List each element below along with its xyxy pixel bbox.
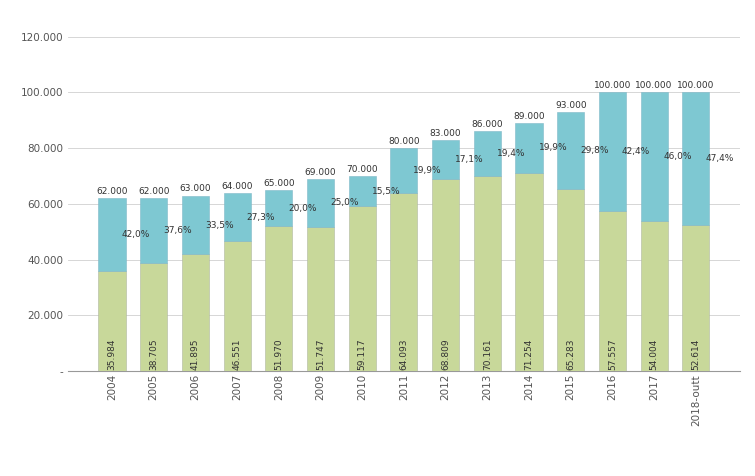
Bar bbox=[98, 271, 125, 371]
Text: 65.283: 65.283 bbox=[566, 338, 575, 370]
Text: 46.551: 46.551 bbox=[233, 338, 242, 370]
Text: 86.000: 86.000 bbox=[472, 120, 503, 129]
Text: 37,6%: 37,6% bbox=[163, 227, 192, 235]
Text: 19,4%: 19,4% bbox=[497, 149, 525, 158]
Text: 51.970: 51.970 bbox=[274, 338, 283, 370]
Text: 47,4%: 47,4% bbox=[705, 154, 734, 163]
Text: 35.984: 35.984 bbox=[107, 338, 116, 370]
Text: 15,5%: 15,5% bbox=[371, 187, 400, 196]
Bar bbox=[599, 92, 626, 211]
Text: 89.000: 89.000 bbox=[513, 112, 545, 121]
Text: 51.747: 51.747 bbox=[316, 338, 325, 370]
Bar bbox=[432, 179, 459, 371]
Text: 52.614: 52.614 bbox=[692, 338, 701, 370]
Bar bbox=[140, 198, 168, 263]
Bar bbox=[182, 255, 209, 371]
Text: 19,9%: 19,9% bbox=[414, 166, 442, 175]
Text: 19,9%: 19,9% bbox=[538, 143, 567, 152]
Text: 83.000: 83.000 bbox=[430, 129, 461, 138]
Text: 64.093: 64.093 bbox=[399, 338, 408, 370]
Text: 42,0%: 42,0% bbox=[122, 230, 150, 239]
Text: 62.000: 62.000 bbox=[97, 187, 128, 196]
Text: 42,4%: 42,4% bbox=[622, 147, 650, 156]
Text: 59.117: 59.117 bbox=[358, 338, 367, 370]
Bar bbox=[98, 198, 125, 271]
Bar bbox=[474, 176, 501, 371]
Text: 62.000: 62.000 bbox=[138, 187, 169, 196]
Bar bbox=[223, 193, 251, 241]
Bar bbox=[432, 140, 459, 179]
Text: 57.557: 57.557 bbox=[608, 338, 617, 370]
Text: 70.161: 70.161 bbox=[482, 338, 492, 370]
Text: 63.000: 63.000 bbox=[180, 184, 211, 193]
Text: 46,0%: 46,0% bbox=[664, 152, 692, 161]
Text: 41.895: 41.895 bbox=[191, 338, 200, 370]
Text: 25,0%: 25,0% bbox=[330, 198, 359, 208]
Text: 93.000: 93.000 bbox=[555, 100, 587, 109]
Bar bbox=[140, 263, 168, 371]
Bar bbox=[307, 227, 334, 371]
Text: 100.000: 100.000 bbox=[593, 81, 631, 90]
Bar bbox=[265, 226, 292, 371]
Bar bbox=[349, 207, 376, 371]
Text: 80.000: 80.000 bbox=[388, 137, 420, 146]
Bar bbox=[640, 221, 667, 371]
Text: 100.000: 100.000 bbox=[636, 81, 673, 90]
Text: 64.000: 64.000 bbox=[221, 181, 253, 190]
Bar bbox=[516, 123, 543, 172]
Bar bbox=[683, 92, 710, 225]
Bar bbox=[390, 148, 418, 192]
Text: 54.004: 54.004 bbox=[649, 338, 658, 370]
Text: 100.000: 100.000 bbox=[677, 81, 714, 90]
Text: 20,0%: 20,0% bbox=[288, 204, 317, 213]
Text: 68.809: 68.809 bbox=[441, 338, 450, 370]
Text: 38.705: 38.705 bbox=[149, 338, 159, 370]
Text: 70.000: 70.000 bbox=[347, 165, 378, 174]
Bar bbox=[182, 196, 209, 255]
Text: 29,8%: 29,8% bbox=[580, 146, 609, 155]
Bar bbox=[557, 112, 584, 189]
Bar bbox=[390, 192, 418, 371]
Text: 33,5%: 33,5% bbox=[205, 220, 233, 229]
Bar bbox=[599, 211, 626, 371]
Text: 27,3%: 27,3% bbox=[247, 213, 275, 222]
Bar bbox=[640, 92, 667, 221]
Bar bbox=[349, 176, 376, 207]
Bar bbox=[516, 172, 543, 371]
Bar bbox=[265, 190, 292, 226]
Text: 69.000: 69.000 bbox=[305, 168, 336, 177]
Bar bbox=[683, 225, 710, 371]
Bar bbox=[474, 131, 501, 176]
Bar bbox=[307, 179, 334, 227]
Bar bbox=[223, 241, 251, 371]
Text: 65.000: 65.000 bbox=[263, 179, 294, 188]
Text: 71.254: 71.254 bbox=[525, 338, 534, 370]
Bar bbox=[557, 189, 584, 371]
Text: 17,1%: 17,1% bbox=[455, 155, 484, 164]
